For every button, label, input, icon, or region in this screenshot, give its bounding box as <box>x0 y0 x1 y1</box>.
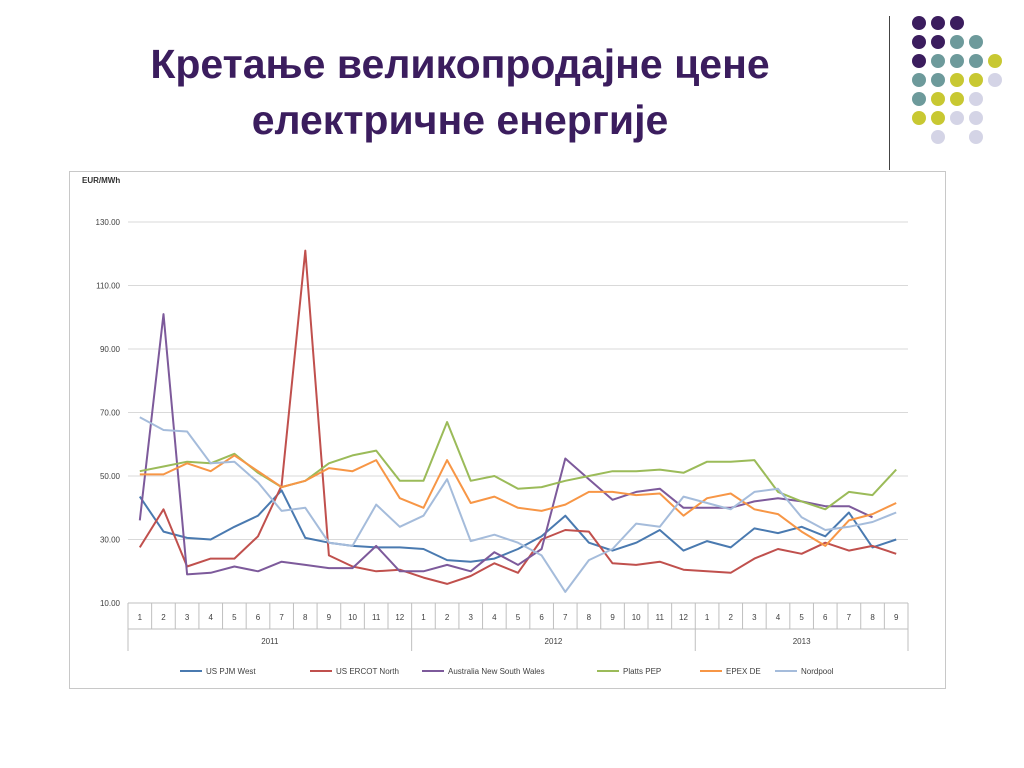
x-tick-label: 8 <box>587 613 592 622</box>
x-tick-label: 7 <box>279 613 284 622</box>
legend-label: EPEX DE <box>726 667 761 676</box>
x-tick-label: 9 <box>894 613 899 622</box>
decorative-dot <box>950 92 964 106</box>
decorative-dot <box>988 73 1002 87</box>
legend-label: Platts PEP <box>623 667 661 676</box>
x-tick-label: 3 <box>752 613 757 622</box>
year-label: 2013 <box>793 637 811 646</box>
y-tick-label: 110.00 <box>96 282 120 291</box>
decorative-dot <box>931 16 945 30</box>
series-line <box>139 454 897 547</box>
decorative-dot <box>950 54 964 68</box>
x-tick-label: 8 <box>303 613 308 622</box>
x-tick-label: 4 <box>209 613 214 622</box>
series-line <box>138 489 897 563</box>
decorative-dot <box>912 73 926 87</box>
decorative-dot <box>912 35 926 49</box>
line-chart: EUR/MWh10.0030.0050.0070.0090.00110.0013… <box>82 176 909 676</box>
series-line <box>139 421 897 511</box>
legend-label: Nordpool <box>801 667 834 676</box>
x-tick-label: 2 <box>729 613 734 622</box>
x-tick-label: 9 <box>610 613 615 622</box>
y-tick-label: 30.00 <box>100 536 121 545</box>
x-tick-label: 11 <box>372 613 381 622</box>
y-tick-label: 130.00 <box>96 218 121 227</box>
x-tick-label: 9 <box>327 613 332 622</box>
y-tick-label: 50.00 <box>100 472 121 481</box>
x-tick-label: 1 <box>705 613 710 622</box>
decorative-dot <box>931 92 945 106</box>
decorative-dot <box>950 16 964 30</box>
decorative-dot <box>969 130 983 144</box>
x-tick-label: 5 <box>232 613 237 622</box>
decorative-dot <box>912 92 926 106</box>
series-line <box>138 313 873 576</box>
slide-title: Кретање великопродајне цене електричне е… <box>40 36 880 148</box>
decorative-dot <box>969 111 983 125</box>
x-tick-label: 1 <box>138 613 143 622</box>
decorative-dot <box>950 73 964 87</box>
decorative-dot <box>931 130 945 144</box>
decorative-dot <box>931 111 945 125</box>
x-tick-label: 5 <box>799 613 804 622</box>
x-tick-label: 10 <box>348 613 357 622</box>
decorative-dot <box>988 54 1002 68</box>
x-tick-label: 4 <box>492 613 497 622</box>
series-line <box>139 416 897 593</box>
series-line <box>138 249 897 585</box>
legend-label: US ERCOT North <box>336 667 399 676</box>
x-tick-label: 12 <box>395 613 404 622</box>
y-tick-label: 10.00 <box>100 599 121 608</box>
x-tick-label: 7 <box>847 613 852 622</box>
y-tick-label: 70.00 <box>100 409 121 418</box>
x-tick-label: 8 <box>870 613 875 622</box>
x-tick-label: 12 <box>679 613 688 622</box>
x-tick-label: 7 <box>563 613 568 622</box>
year-label: 2012 <box>545 637 563 646</box>
decorative-dot <box>969 73 983 87</box>
x-tick-label: 3 <box>469 613 474 622</box>
header-divider <box>889 16 890 170</box>
legend-label: Australia New South Wales <box>448 667 545 676</box>
decorative-dot <box>912 111 926 125</box>
decorative-dot <box>912 54 926 68</box>
decorative-dot <box>950 35 964 49</box>
x-tick-label: 2 <box>161 613 166 622</box>
x-tick-label: 11 <box>656 613 665 622</box>
decorative-dot <box>912 16 926 30</box>
x-tick-label: 6 <box>539 613 544 622</box>
x-tick-label: 2 <box>445 613 450 622</box>
decorative-dot <box>931 73 945 87</box>
legend-label: US PJM West <box>206 667 256 676</box>
slide-title-line-2: електричне енергије <box>251 97 669 143</box>
x-tick-label: 1 <box>421 613 426 622</box>
y-axis-label: EUR/MWh <box>82 176 120 185</box>
x-tick-label: 10 <box>632 613 641 622</box>
decorative-dot <box>931 35 945 49</box>
slide-title-line-1: Кретање великопродајне цене <box>150 41 770 87</box>
y-tick-label: 90.00 <box>100 345 121 354</box>
x-tick-label: 3 <box>185 613 190 622</box>
decorative-dot <box>950 111 964 125</box>
decorative-dot <box>969 54 983 68</box>
decorative-dot <box>969 35 983 49</box>
x-tick-label: 6 <box>823 613 828 622</box>
x-tick-label: 4 <box>776 613 781 622</box>
decorative-dot <box>969 92 983 106</box>
x-tick-label: 6 <box>256 613 261 622</box>
chart-frame: EUR/MWh 10.00 30.00 50.00 70.00 90.00 110.00 13… <box>69 171 946 689</box>
x-tick-label: 5 <box>516 613 521 622</box>
decorative-dot <box>931 54 945 68</box>
year-label: 2011 <box>261 637 279 646</box>
